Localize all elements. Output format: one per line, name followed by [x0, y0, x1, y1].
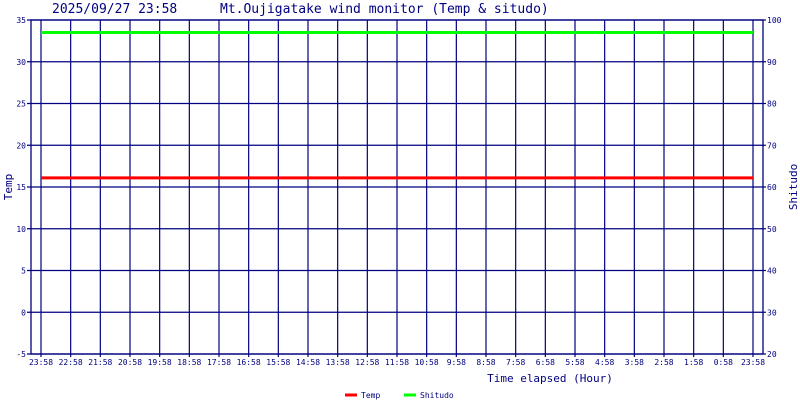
x-tick-label: 16:58 [237, 358, 261, 367]
x-tick-label: 10:58 [415, 358, 439, 367]
x-tick-label: 15:58 [266, 358, 290, 367]
x-tick-label: 19:58 [148, 358, 172, 367]
x-tick-label: 18:58 [177, 358, 201, 367]
x-tick-label: 1:58 [684, 358, 703, 367]
y-right-tick-label: 50 [767, 225, 777, 234]
y-left-tick-label: 5 [21, 267, 26, 276]
x-tick-label: 7:58 [506, 358, 525, 367]
y-left-tick-label: 15 [16, 183, 26, 192]
chart-title: Mt.Oujigatake wind monitor (Temp & situd… [220, 2, 549, 17]
y-left-tick-label: 30 [16, 58, 26, 67]
y-left-tick-label: 0 [21, 308, 26, 317]
series-lines [41, 31, 753, 180]
grid [27, 19, 766, 357]
x-tick-label: 22:58 [59, 358, 83, 367]
x-tick-label: 5:58 [565, 358, 584, 367]
x-tick-label: 2:58 [654, 358, 673, 367]
x-tick-label: 21:58 [88, 358, 112, 367]
y-right-tick-label: 100 [767, 16, 782, 25]
y-right-tick-label: 60 [767, 183, 777, 192]
y-left-tick-label: 35 [16, 16, 26, 25]
x-tick-label: 9:58 [447, 358, 466, 367]
y-left-tick-label: 25 [16, 100, 26, 109]
x-axis-label: Time elapsed (Hour) [487, 372, 613, 385]
y-left-tick-label: 20 [16, 141, 26, 150]
legend-label-shitudo: Shitudo [420, 391, 454, 400]
x-tick-label: 23:58 [741, 358, 765, 367]
x-tick-label: 23:58 [29, 358, 53, 367]
y-right-tick-label: 90 [767, 58, 777, 67]
y-axis-right-label: Shitudo [787, 164, 800, 210]
x-tick-label: 6:58 [536, 358, 555, 367]
x-tick-label: 3:58 [625, 358, 644, 367]
x-tick-label: 14:58 [296, 358, 320, 367]
y-left-tick-label: -5 [16, 350, 26, 359]
x-tick-label: 20:58 [118, 358, 142, 367]
y-left-tick-label: 10 [16, 225, 26, 234]
x-tick-label: 4:58 [595, 358, 614, 367]
chart-timestamp: 2025/09/27 23:58 [52, 2, 177, 17]
x-tick-label: 12:58 [355, 358, 379, 367]
x-tick-label: 17:58 [207, 358, 231, 367]
x-tick-label: 11:58 [385, 358, 409, 367]
x-tick-label: 13:58 [326, 358, 350, 367]
x-tick-label: 8:58 [476, 358, 495, 367]
y-right-tick-label: 80 [767, 100, 777, 109]
y-right-tick-label: 30 [767, 308, 777, 317]
legend-label-temp: Temp [361, 391, 380, 400]
y-right-tick-label: 70 [767, 141, 777, 150]
y-axis-left-label: Temp [2, 174, 15, 201]
y-right-tick-label: 40 [767, 267, 777, 276]
x-tick-label: 0:58 [714, 358, 733, 367]
y-right-tick-label: 20 [767, 350, 777, 359]
legend: Temp Shitudo [345, 391, 454, 400]
